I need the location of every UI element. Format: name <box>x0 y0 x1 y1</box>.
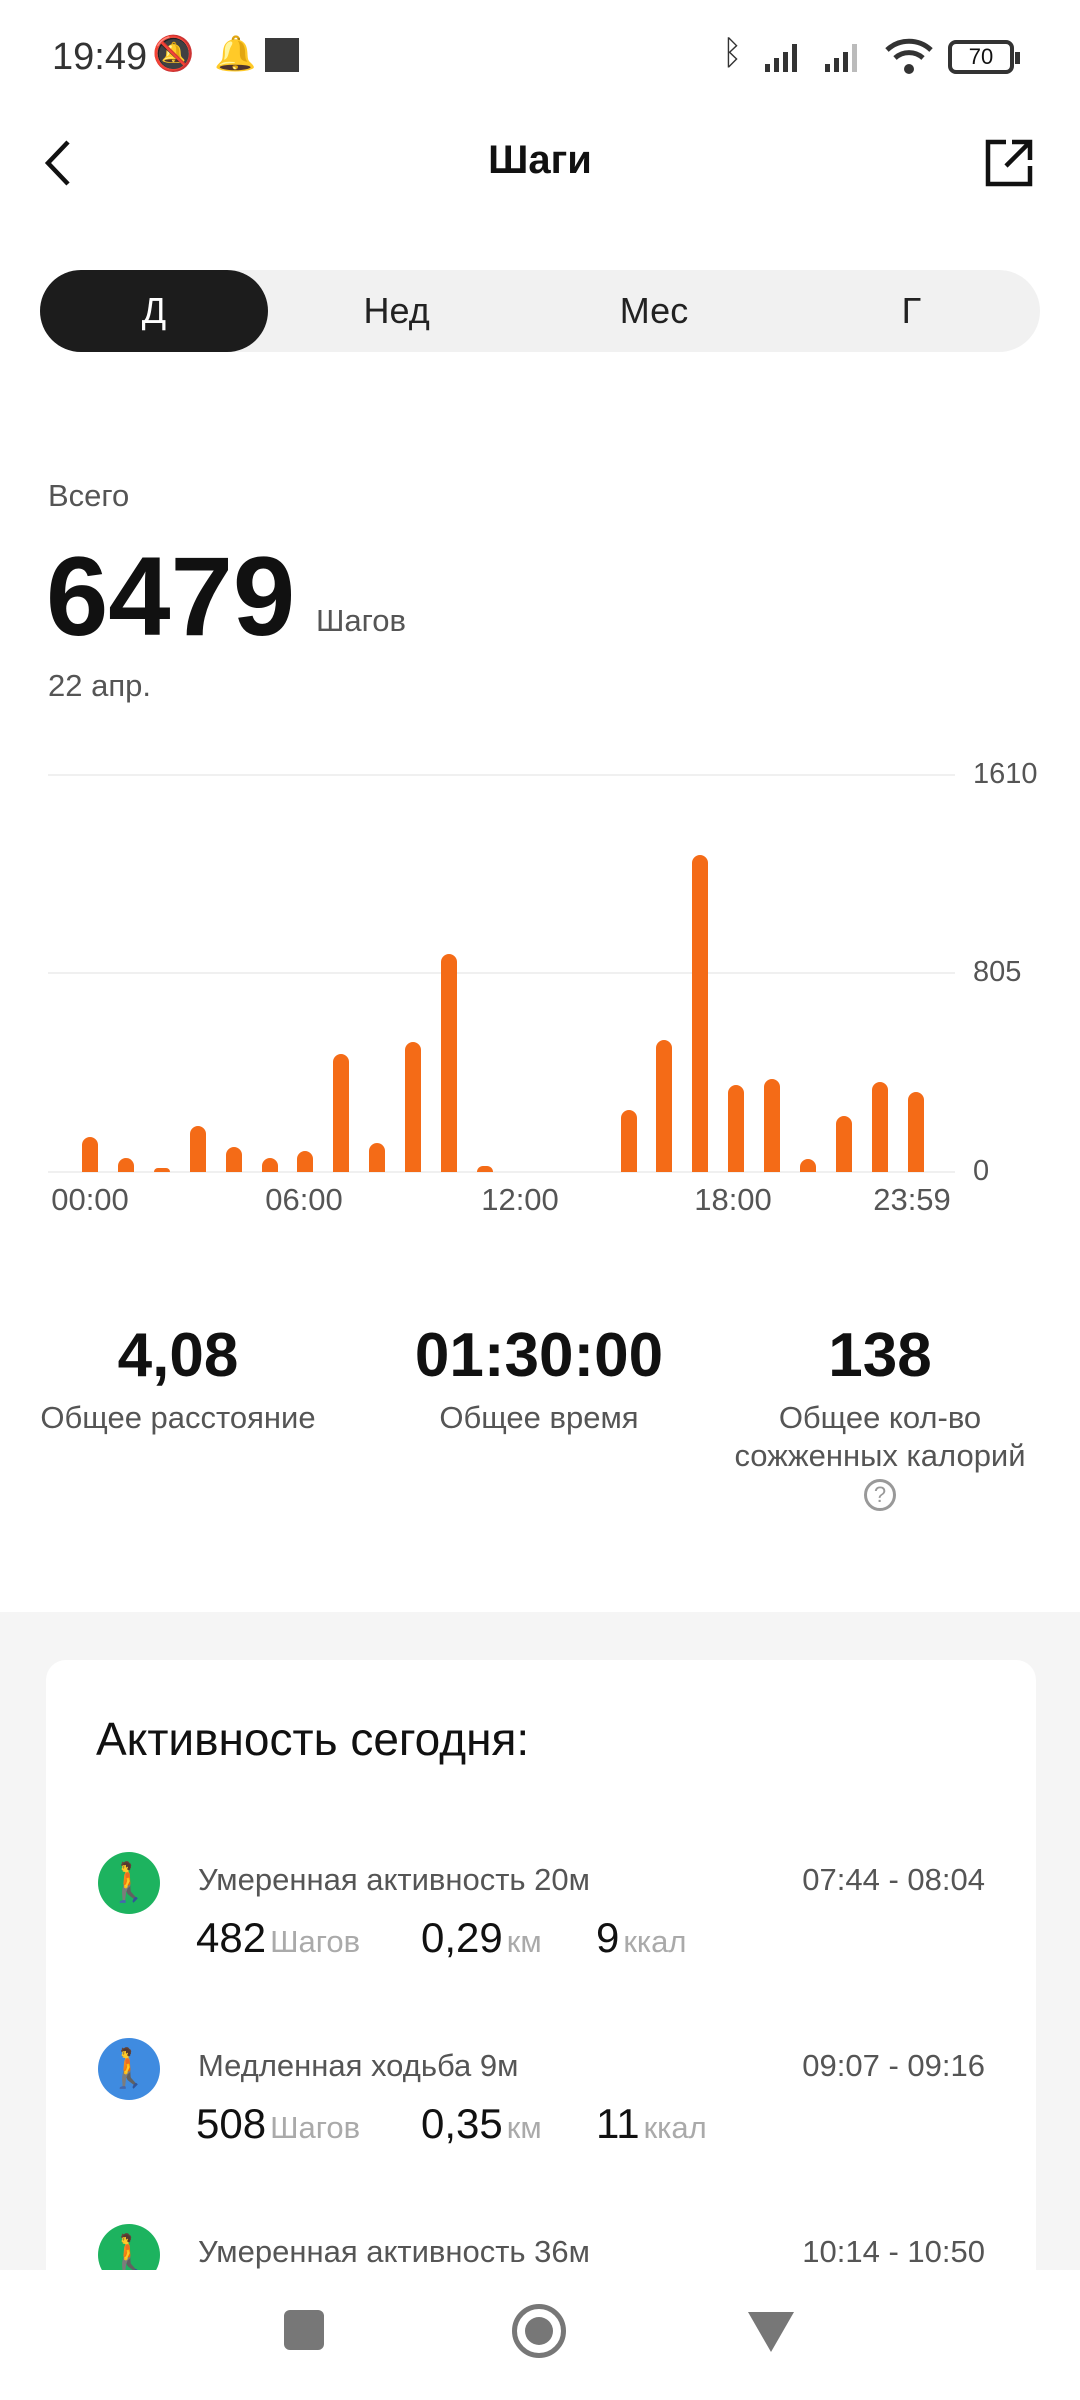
tab-year[interactable]: Г <box>901 290 922 331</box>
hiking-icon: 🚶 <box>98 1852 160 1914</box>
bar-hour-15[interactable] <box>620 1110 637 1172</box>
bar-hour-09[interactable] <box>405 1041 422 1172</box>
stat-time: 01:30:00 Общее время <box>359 1320 719 1437</box>
date-label: 22 апр. <box>48 668 151 703</box>
navigation-bar <box>0 2270 1080 2400</box>
back-button[interactable] <box>40 138 80 188</box>
bar-hour-17[interactable] <box>692 855 709 1172</box>
help-icon[interactable]: ? <box>864 1479 896 1511</box>
square-icon <box>265 38 299 72</box>
kcal-value: 11 <box>596 2100 640 2147</box>
bar-hour-10[interactable] <box>441 953 457 1172</box>
km-unit: км <box>506 2110 542 2145</box>
y-tick: 0 <box>973 1155 990 1187</box>
stat-label: Общее время <box>439 1400 639 1435</box>
stat-distance: 4,08 Общее расстояние <box>0 1320 358 1437</box>
bar-hour-03[interactable] <box>189 1126 206 1172</box>
bar-hour-22[interactable] <box>871 1082 888 1172</box>
bar-hour-18[interactable] <box>728 1085 745 1172</box>
x-tick: 18:00 <box>694 1182 772 1217</box>
y-tick: 805 <box>973 956 1022 988</box>
bar-hour-11[interactable] <box>476 1166 493 1172</box>
bar-hour-16[interactable] <box>656 1039 673 1172</box>
activity-name: Умеренная активность 20м <box>198 1862 590 1897</box>
bell-icon: 🔔 <box>214 35 257 73</box>
activity-title: Активность сегодня: <box>96 1713 530 1765</box>
status-bar: 19:49 🔕 🔔 ᛒ 70 <box>0 0 1080 110</box>
activity-card <box>46 1660 1036 2360</box>
x-tick: 12:00 <box>481 1182 559 1217</box>
activity-time: 07:44 - 08:04 <box>802 1862 985 1897</box>
steps-unit: Шагов <box>316 603 406 638</box>
bar-hour-07[interactable] <box>333 1053 350 1172</box>
tab-day[interactable]: Д <box>40 270 268 352</box>
page-title: Шаги <box>488 138 592 182</box>
status-time: 19:49 <box>52 36 148 78</box>
signal-icon <box>765 44 857 72</box>
bar-hour-19[interactable] <box>764 1079 781 1172</box>
period-tabs: Д Нед Мес Г <box>40 270 1040 352</box>
stat-calories: 138 Общее кол-во сожженных калорий? <box>720 1320 1040 1511</box>
total-label: Всего <box>48 478 130 513</box>
bar-hour-02[interactable] <box>153 1167 170 1172</box>
bar-hour-05[interactable] <box>261 1157 278 1172</box>
steps-unit: Шагов <box>270 1924 361 1959</box>
home-button[interactable] <box>512 2304 566 2358</box>
vibrate-off-icon: 🔕 <box>152 35 195 73</box>
bar-hour-20[interactable] <box>800 1159 816 1172</box>
km-value: 0,35 <box>421 2100 503 2147</box>
bar-hour-04[interactable] <box>225 1146 242 1172</box>
bar-hour-00[interactable] <box>82 1136 98 1172</box>
recents-button[interactable] <box>284 2310 324 2350</box>
kcal-unit: ккал <box>623 1924 687 1959</box>
x-tick: 23:59 <box>873 1182 951 1217</box>
x-tick: 06:00 <box>265 1182 343 1217</box>
bar-hour-06[interactable] <box>297 1151 314 1172</box>
stat-label: Общее расстояние <box>40 1400 316 1435</box>
total-steps: 6479 <box>46 534 296 659</box>
tab-week[interactable]: Нед <box>363 290 430 331</box>
share-icon[interactable] <box>982 136 1036 190</box>
walking-icon: 🚶 <box>98 2038 160 2100</box>
bar-hour-08[interactable] <box>369 1143 386 1172</box>
steps-unit: Шагов <box>270 2110 361 2145</box>
gridline <box>48 774 955 776</box>
bar-hour-21[interactable] <box>835 1115 852 1172</box>
activity-time: 09:07 - 09:16 <box>802 2048 985 2083</box>
activity-name: Умеренная активность 36м <box>198 2234 590 2269</box>
tab-month[interactable]: Мес <box>619 290 689 331</box>
y-tick: 1610 <box>973 758 1038 790</box>
back-button[interactable] <box>748 2312 794 2352</box>
activity-name: Медленная ходьба 9м <box>198 2048 519 2083</box>
stat-value: 4,08 <box>117 1321 239 1390</box>
activity-time: 10:14 - 10:50 <box>802 2234 985 2269</box>
kcal-unit: ккал <box>643 2110 707 2145</box>
bluetooth-icon: ᛒ <box>722 34 743 72</box>
steps-value: 508 <box>196 2100 267 2147</box>
km-value: 0,29 <box>421 1914 503 1961</box>
km-unit: км <box>506 1924 542 1959</box>
baseline <box>48 1171 955 1173</box>
bar-hour-23[interactable] <box>907 1092 924 1172</box>
kcal-value: 9 <box>596 1914 620 1961</box>
bar-hour-01[interactable] <box>117 1157 134 1172</box>
stat-label: Общее кол-во сожженных калорий <box>734 1400 1026 1473</box>
stat-value: 138 <box>828 1321 932 1390</box>
steps-value: 482 <box>196 1914 267 1961</box>
stat-value: 01:30:00 <box>414 1321 664 1390</box>
wifi-icon <box>885 38 933 74</box>
x-tick: 00:00 <box>51 1182 129 1217</box>
gridline <box>48 972 955 974</box>
battery-icon: 70 <box>948 40 1020 74</box>
